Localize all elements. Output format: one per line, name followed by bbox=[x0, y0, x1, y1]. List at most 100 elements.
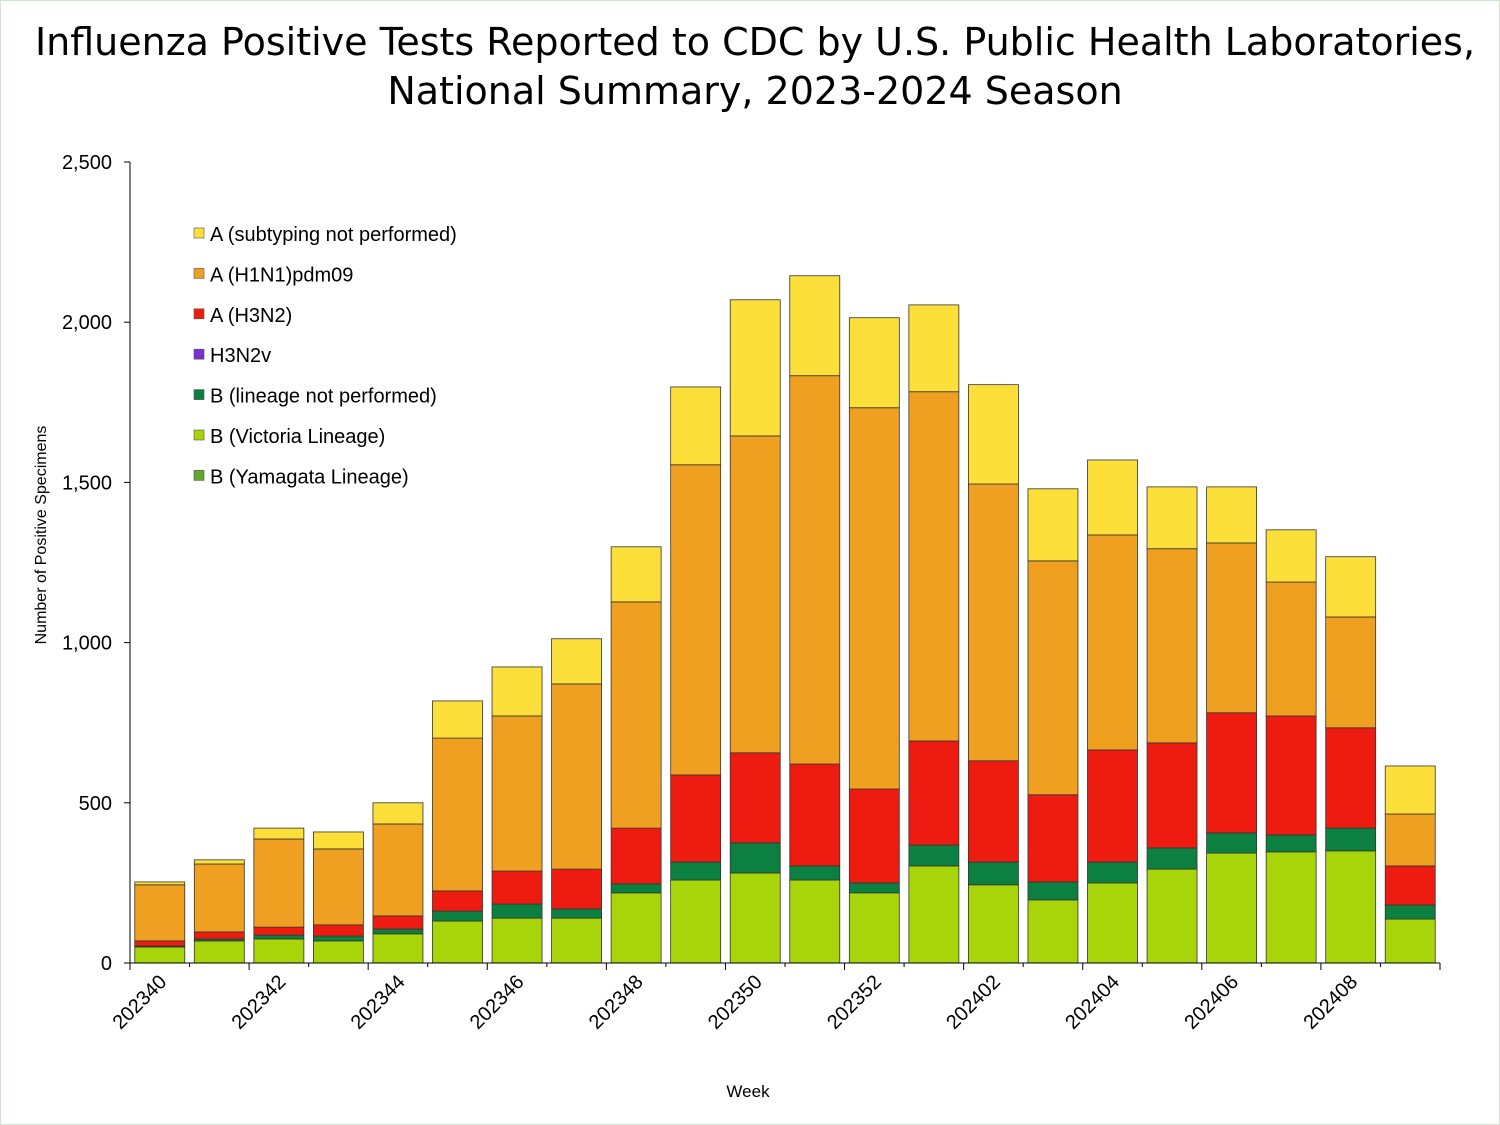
bar-segment bbox=[908, 865, 960, 964]
bar-segment bbox=[134, 884, 186, 942]
bar-segment bbox=[670, 386, 722, 466]
bar-segment bbox=[848, 788, 900, 884]
bar-segment bbox=[134, 881, 186, 886]
bar-segment bbox=[729, 299, 781, 437]
bar-segment bbox=[432, 737, 483, 892]
bar-segment bbox=[1146, 548, 1198, 744]
y-tick-label: 2,500 bbox=[62, 152, 112, 174]
bar-segment bbox=[253, 934, 305, 940]
bar-segment bbox=[193, 931, 245, 940]
bar-segment bbox=[313, 935, 364, 942]
bar-segment bbox=[551, 868, 602, 910]
y-tick-label: 500 bbox=[79, 793, 112, 815]
bar-segment bbox=[1206, 486, 1257, 544]
x-tick-label: 202402 bbox=[942, 971, 1005, 1034]
bar-segment bbox=[1325, 727, 1377, 829]
legend-label: A (subtyping not performed) bbox=[210, 224, 457, 246]
bar-segment bbox=[551, 908, 602, 919]
bar-segment bbox=[134, 946, 186, 964]
bar-segment bbox=[729, 842, 781, 874]
bar-segment bbox=[1087, 534, 1138, 751]
x-tick-label: 202346 bbox=[466, 971, 529, 1034]
bar-segment bbox=[1325, 850, 1377, 964]
bar-segment bbox=[1206, 852, 1257, 964]
bar-segment bbox=[729, 872, 781, 964]
bar-segment bbox=[134, 940, 186, 947]
bar-segment bbox=[1206, 712, 1257, 834]
bar-segment bbox=[432, 920, 483, 964]
bar-segment bbox=[729, 752, 781, 844]
bar-segment bbox=[789, 865, 841, 881]
bar-segment bbox=[848, 407, 900, 790]
bar-segment bbox=[1206, 832, 1257, 854]
bar-segment bbox=[313, 940, 364, 964]
bar-segment bbox=[253, 838, 305, 928]
bar-segment bbox=[1265, 715, 1317, 836]
legend-label: B (lineage not performed) bbox=[210, 386, 437, 408]
x-tick-label: 202348 bbox=[585, 971, 648, 1034]
bar-segment bbox=[968, 884, 1019, 964]
bar-segment bbox=[848, 882, 900, 894]
chart-title-line2: National Summary, 2023-2024 Season bbox=[387, 69, 1123, 113]
bar-segment bbox=[313, 831, 364, 850]
bar-segment bbox=[1265, 581, 1317, 717]
legend-swatch bbox=[193, 389, 205, 400]
bar-segment bbox=[551, 917, 602, 964]
bar-segment bbox=[432, 890, 483, 912]
bar-segment bbox=[1384, 865, 1436, 906]
bar-segment bbox=[193, 940, 245, 964]
bar-segment bbox=[1146, 486, 1198, 550]
bar-segment bbox=[908, 304, 960, 393]
bar-segment bbox=[432, 700, 483, 739]
bar-segment bbox=[670, 774, 722, 863]
bar-segment bbox=[491, 715, 543, 872]
bar-segment bbox=[610, 546, 662, 603]
bar-segment bbox=[313, 924, 364, 937]
bar-segment bbox=[1027, 881, 1079, 901]
bar-segment bbox=[1265, 834, 1317, 853]
bar-segment bbox=[1146, 847, 1198, 870]
bar-segment bbox=[1146, 868, 1198, 964]
bar-segment bbox=[1325, 556, 1377, 618]
bar-segment bbox=[848, 317, 900, 409]
bar-segment bbox=[610, 601, 662, 829]
bar-segment bbox=[908, 391, 960, 742]
bar-segment bbox=[789, 375, 841, 765]
bar-segment bbox=[1087, 861, 1138, 884]
bar-segment bbox=[729, 435, 781, 754]
bar-segment bbox=[253, 827, 305, 840]
bar-segment bbox=[968, 384, 1019, 485]
bar-segment bbox=[491, 917, 543, 964]
bar-segment bbox=[1384, 765, 1436, 815]
bar-segment bbox=[372, 915, 424, 930]
bar-segment bbox=[432, 910, 483, 922]
bar-segment bbox=[253, 926, 305, 936]
legend-label: H3N2v bbox=[210, 345, 271, 367]
bar-segment bbox=[372, 928, 424, 935]
bar-segment bbox=[193, 863, 245, 933]
x-tick-label: 202350 bbox=[704, 971, 767, 1034]
bar-segment bbox=[491, 666, 543, 717]
bar-segment bbox=[372, 802, 424, 825]
legend-label: B (Yamagata Lineage) bbox=[210, 466, 409, 488]
x-tick-label: 202344 bbox=[347, 971, 410, 1034]
bar-segment bbox=[1325, 827, 1377, 852]
bar-segment bbox=[1384, 904, 1436, 920]
x-tick-label: 202340 bbox=[109, 971, 172, 1034]
bar-segment bbox=[670, 879, 722, 964]
bar-segment bbox=[1087, 459, 1138, 536]
bar-segment bbox=[789, 879, 841, 964]
legend-swatch bbox=[193, 227, 205, 239]
bar-segment bbox=[789, 275, 841, 377]
bar-segment bbox=[1027, 899, 1079, 964]
bar-segment bbox=[1146, 742, 1198, 849]
bar-segment bbox=[1384, 918, 1436, 964]
bar-segment bbox=[193, 859, 245, 865]
bar-segment bbox=[491, 870, 543, 905]
y-tick-label: 1,000 bbox=[62, 633, 112, 655]
x-tick-label: 202352 bbox=[823, 971, 886, 1034]
legend-swatch bbox=[193, 429, 205, 441]
bar-segment bbox=[908, 844, 960, 867]
y-tick-label: 2,000 bbox=[62, 312, 112, 334]
bar-segment bbox=[1325, 616, 1377, 729]
